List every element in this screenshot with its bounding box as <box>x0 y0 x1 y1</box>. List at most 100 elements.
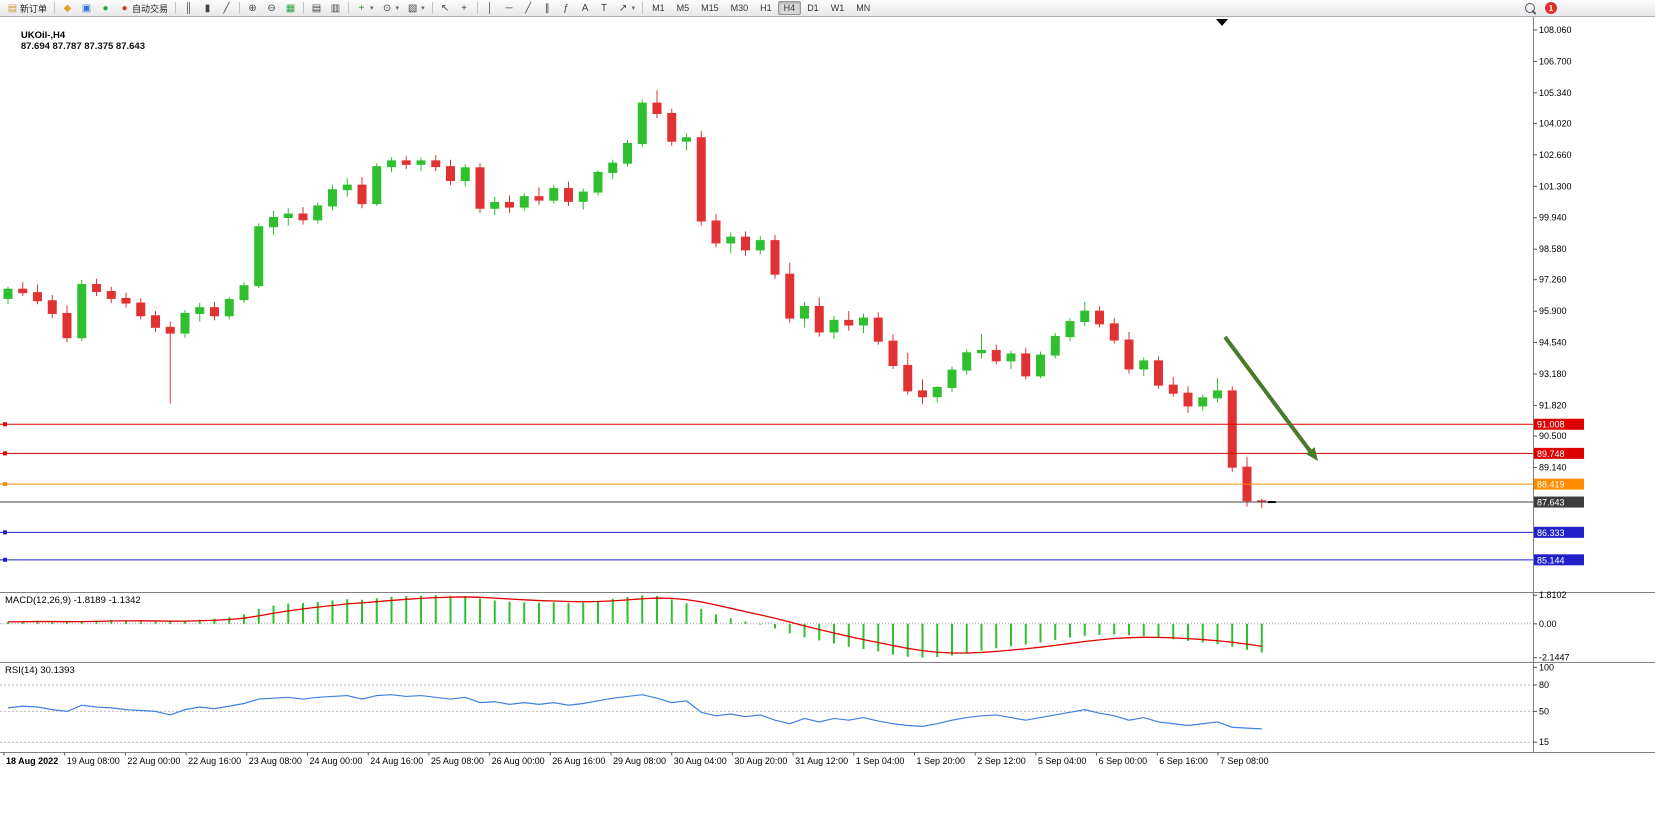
candle <box>1080 310 1090 323</box>
horizontal-line-88.419[interactable] <box>0 482 1533 487</box>
fibonacci-button[interactable]: ƒ <box>557 0 576 17</box>
candlestick-chart-button[interactable]: ▮ <box>198 0 217 17</box>
price-scale-label: 102.660 <box>1539 150 1572 160</box>
vertical-line-button[interactable]: │ <box>481 0 500 17</box>
grid-button[interactable]: ▥ <box>326 0 345 17</box>
bar-chart-button[interactable]: ║ <box>179 0 198 17</box>
horizontal-line-86.333[interactable] <box>0 530 1533 535</box>
templates-button[interactable]: ▧ ▾ <box>403 0 429 17</box>
channel-button[interactable]: ∥ <box>538 0 557 17</box>
timeframe-m15-button[interactable]: M15 <box>701 3 719 13</box>
price-scale-label: 101.300 <box>1539 181 1572 191</box>
candle <box>814 306 824 333</box>
time-axis-label: 1 Sep 20:00 <box>917 756 966 766</box>
price-scale-label: 91.820 <box>1539 400 1567 410</box>
price-scale-label: 104.020 <box>1539 118 1572 128</box>
line-handle[interactable] <box>3 482 7 487</box>
line-handle[interactable] <box>3 530 7 535</box>
candle <box>505 201 514 208</box>
tile-windows-button[interactable]: ▦ <box>281 0 300 17</box>
text-button[interactable]: A <box>576 0 595 17</box>
line-chart-button[interactable]: ╱ <box>217 0 236 17</box>
candle <box>1168 384 1178 394</box>
candle <box>991 349 1001 362</box>
search-icon[interactable] <box>1525 3 1535 13</box>
price-scale-label: 94.540 <box>1539 338 1567 348</box>
horizontal-line-91.008[interactable] <box>0 422 1533 427</box>
candle <box>785 273 795 319</box>
timeframe-mn-button[interactable]: MN <box>856 3 871 13</box>
arrows-button[interactable]: ↗ ▾ <box>614 0 640 17</box>
new-order-button[interactable]: ▤ 新订单 <box>3 0 51 17</box>
candle <box>696 137 706 222</box>
label-button[interactable]: T <box>595 0 614 17</box>
candle <box>387 160 396 168</box>
candle <box>977 349 986 354</box>
navigator-button[interactable]: ● <box>96 0 115 17</box>
svg-text:89.748: 89.748 <box>1537 449 1565 459</box>
candle <box>947 369 957 388</box>
line-handle[interactable] <box>3 451 7 456</box>
candle <box>652 102 662 114</box>
autotrading-icon: ● <box>121 2 128 14</box>
periods-button[interactable]: ⊙ ▾ <box>378 0 404 17</box>
candle <box>549 188 559 201</box>
zoom-in-icon: ⊕ <box>248 2 257 14</box>
candle <box>770 240 780 275</box>
candle <box>3 288 13 299</box>
auto-arrange-button[interactable]: ▤ <box>307 0 326 17</box>
candle <box>446 166 455 182</box>
label-icon: T <box>601 2 608 14</box>
vline-icon: │ <box>486 2 494 14</box>
autotrading-button[interactable]: ● 自动交易 <box>115 0 172 17</box>
candle <box>239 285 249 301</box>
timeframe-m30-button[interactable]: M30 <box>730 3 749 13</box>
candle <box>918 390 927 398</box>
candle <box>1050 336 1060 356</box>
candle <box>637 102 647 145</box>
time-axis-label: 29 Aug 08:00 <box>613 756 666 766</box>
trendline-button[interactable]: ╱ <box>519 0 538 17</box>
candle <box>1124 339 1134 370</box>
timeframe-d1-button[interactable]: D1 <box>807 3 819 13</box>
rsi-scale-label: 80 <box>1539 680 1549 690</box>
notification-badge[interactable]: 1 <box>1545 2 1557 14</box>
horizontal-line-button[interactable]: ─ <box>500 0 519 17</box>
metaeditor-button[interactable]: ◆ <box>58 0 77 17</box>
svg-text:85.144: 85.144 <box>1537 555 1565 565</box>
macd-scale-label: 1.8102 <box>1539 590 1567 600</box>
svg-text:88.419: 88.419 <box>1537 480 1565 490</box>
candle <box>1006 353 1016 362</box>
zoom-out-button[interactable]: ⊖ <box>262 0 281 17</box>
candle <box>844 319 854 326</box>
candle <box>254 226 264 287</box>
timeframe-m5-button[interactable]: M5 <box>676 3 690 13</box>
crosshair-button[interactable]: + <box>455 0 474 17</box>
market-watch-button[interactable]: ▣ <box>77 0 96 17</box>
line-handle[interactable] <box>3 422 7 427</box>
toolbar-buttons: ▤ 新订单 ◆ ▣ ● ● 自动交易 ║ ▮ ╱ ⊕ ⊖ ▦ ▤ ▥ + ▾ ⊙ ▾ ▧ ▾ ↖ + │ ─ ╱ ∥ ƒ A T ↗ ▾ <box>3 0 639 17</box>
price-scale[interactable]: 108.060 106.700 105.340 104.020 102.660 101.3… <box>1533 25 1572 472</box>
price-chart-canvas[interactable]: 108.060 106.700 105.340 104.020 102.660 101.3… <box>0 17 1655 770</box>
timeframe-w1-button[interactable]: W1 <box>830 3 845 13</box>
cursor-button[interactable]: ↖ <box>436 0 455 17</box>
horizontal-line-89.748[interactable] <box>0 451 1533 456</box>
price-scale-label: 108.060 <box>1539 25 1572 35</box>
svg-text:87.643: 87.643 <box>1537 498 1565 508</box>
timeframe-h1-button[interactable]: H1 <box>760 3 772 13</box>
price-scale-label: 89.140 <box>1539 462 1567 472</box>
autotrading-button-label: 自动交易 <box>132 3 169 14</box>
arrow-down-marker[interactable] <box>1216 19 1228 26</box>
zoom-in-button[interactable]: ⊕ <box>243 0 262 17</box>
drawn-arrow[interactable] <box>1223 335 1318 461</box>
timeframe-m1-button[interactable]: M1 <box>652 3 665 13</box>
horizontal-line-85.144[interactable] <box>0 557 1533 562</box>
time-axis[interactable]: 18 Aug 2022 19 Aug 08:00 22 Aug 00:00 22 Au… <box>3 752 1269 767</box>
line-handle[interactable] <box>3 557 7 562</box>
indicators-button[interactable]: + ▾ <box>352 0 378 17</box>
candle <box>1065 321 1075 338</box>
candle <box>873 317 883 342</box>
timeframe-h4-button[interactable]: H4 <box>777 1 802 15</box>
time-axis-label: 18 Aug 2022 <box>6 756 58 766</box>
